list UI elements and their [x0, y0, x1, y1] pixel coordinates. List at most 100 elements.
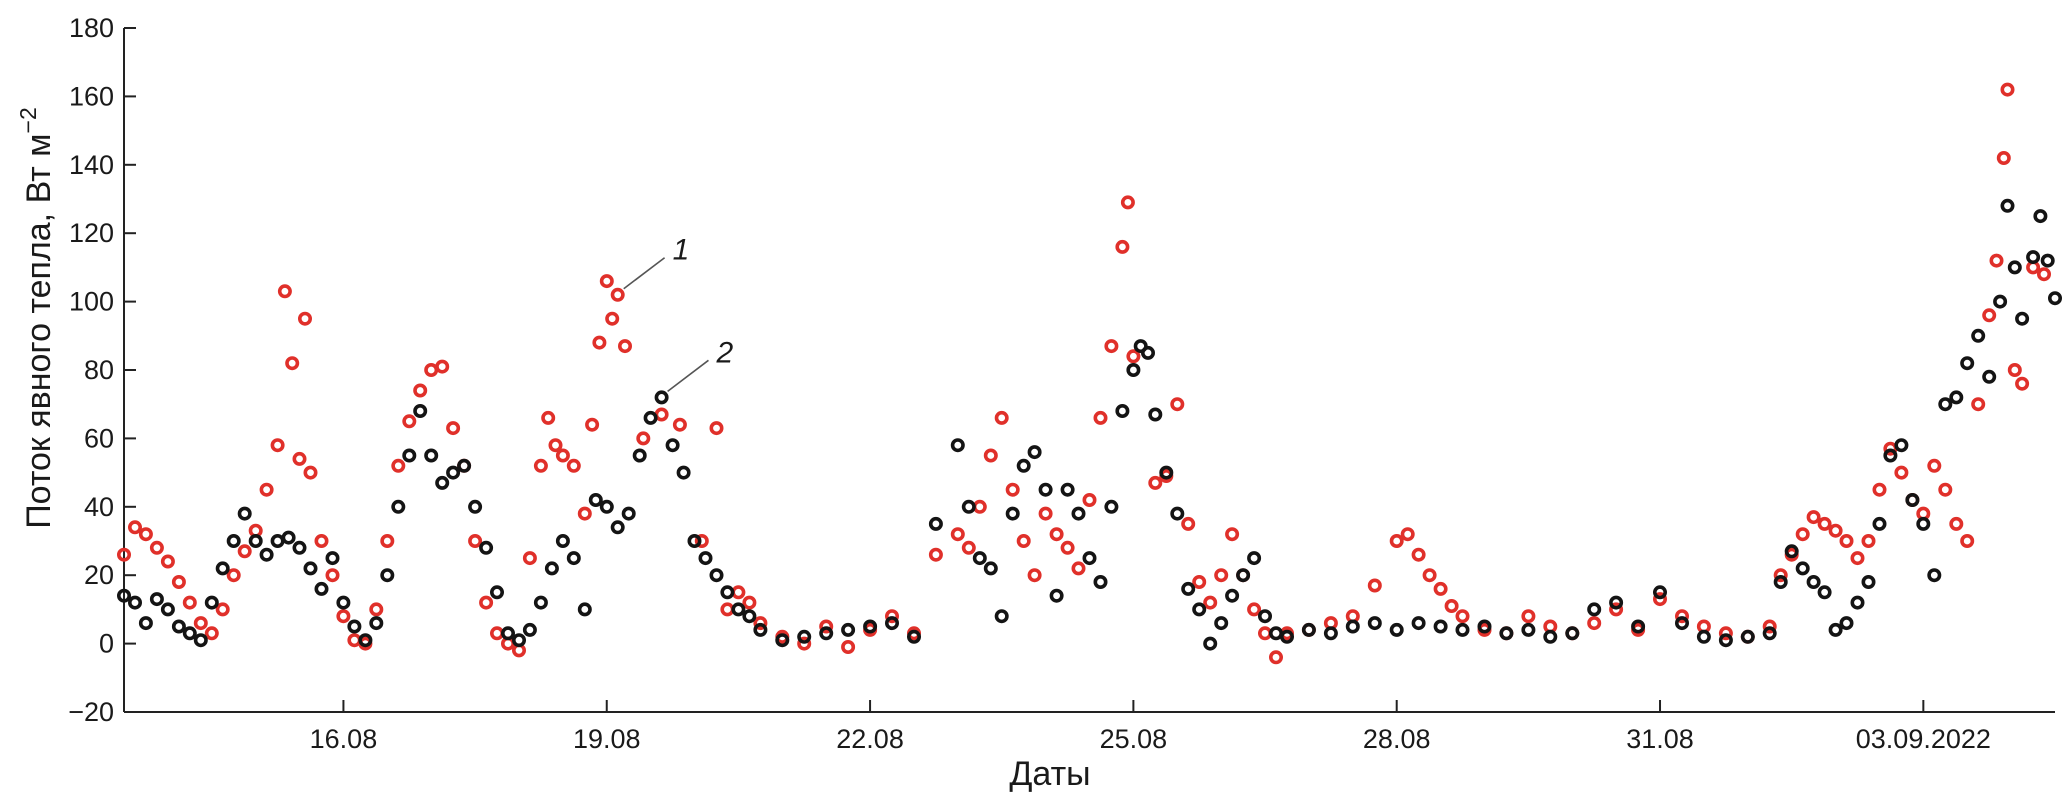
data-point — [1894, 465, 1909, 480]
y-tick-label: 60 — [84, 423, 114, 453]
data-point — [555, 448, 570, 463]
series-annotations: 12 — [623, 234, 733, 392]
data-point — [950, 438, 965, 453]
data-point — [149, 592, 164, 607]
data-point — [1762, 619, 1777, 634]
axes — [123, 28, 2055, 713]
data-point — [566, 551, 581, 566]
data-point — [1806, 574, 1821, 589]
data-point — [1718, 626, 1733, 641]
data-point — [698, 551, 713, 566]
data-point — [2033, 209, 2048, 224]
data-point — [928, 547, 943, 562]
data-point — [2007, 260, 2022, 275]
data-point — [248, 533, 263, 548]
data-point — [226, 568, 241, 583]
data-point — [1181, 516, 1196, 531]
data-point — [819, 626, 834, 641]
data-point — [1170, 397, 1185, 412]
data-point — [972, 551, 987, 566]
data-point — [1093, 410, 1108, 425]
data-point — [533, 458, 548, 473]
data-point — [617, 339, 632, 354]
data-point — [1499, 626, 1514, 641]
data-point — [1027, 445, 1042, 460]
data-point — [358, 633, 373, 648]
data-point — [479, 595, 494, 610]
data-point — [533, 595, 548, 610]
data-point — [182, 626, 197, 641]
data-point — [1938, 482, 1953, 497]
data-point — [1521, 609, 1536, 624]
data-point — [1367, 578, 1382, 593]
data-point — [1247, 602, 1262, 617]
data-point — [204, 595, 219, 610]
data-point — [1806, 510, 1821, 525]
data-point — [171, 619, 186, 634]
data-point — [665, 438, 680, 453]
data-point — [259, 482, 274, 497]
series-2 — [117, 198, 2063, 651]
data-point — [117, 547, 132, 562]
data-point — [1872, 516, 1887, 531]
data-point — [128, 520, 143, 535]
data-point — [1016, 458, 1031, 473]
x-axis-ticks: 16.08 19.08 22.08 25.08 28.08 31.08 03.09.2022 — [310, 700, 1991, 754]
data-point — [1389, 533, 1404, 548]
y-tick-label: 120 — [69, 218, 114, 248]
data-point — [325, 551, 340, 566]
data-point — [1444, 598, 1459, 613]
annotation-label: 1 — [673, 234, 690, 267]
data-point — [1181, 581, 1196, 596]
data-point — [863, 619, 878, 634]
y-tick-label: 40 — [84, 492, 114, 522]
data-point — [193, 616, 208, 631]
data-point — [1960, 533, 1975, 548]
data-point — [1587, 616, 1602, 631]
data-point — [1675, 616, 1690, 631]
data-point — [928, 516, 943, 531]
data-point — [193, 633, 208, 648]
data-point — [1653, 585, 1668, 600]
data-point — [950, 527, 965, 542]
data-point — [292, 451, 307, 466]
data-point — [1071, 561, 1086, 576]
data-point — [1773, 574, 1788, 589]
data-point — [1115, 403, 1130, 418]
data-point — [1141, 345, 1156, 360]
data-point — [577, 506, 592, 521]
data-point — [489, 585, 504, 600]
data-point — [1027, 568, 1042, 583]
data-point — [1170, 506, 1185, 521]
data-point — [259, 547, 274, 562]
data-point — [336, 595, 351, 610]
data-point — [424, 362, 439, 377]
data-point — [621, 506, 636, 521]
data-point — [277, 284, 292, 299]
data-point — [1133, 339, 1148, 354]
data-point — [1148, 475, 1163, 490]
y-tick-label: 0 — [99, 629, 114, 659]
data-point — [599, 499, 614, 514]
data-point — [336, 609, 351, 624]
data-point — [1225, 588, 1240, 603]
data-point — [1861, 533, 1876, 548]
data-point — [1016, 533, 1031, 548]
data-point — [1411, 547, 1426, 562]
data-point — [347, 619, 362, 634]
data-point — [775, 633, 790, 648]
data-point — [1828, 622, 1843, 637]
data-point — [380, 533, 395, 548]
data-point — [1148, 407, 1163, 422]
data-point — [1192, 602, 1207, 617]
data-point — [687, 533, 702, 548]
data-point — [292, 540, 307, 555]
data-point — [1367, 616, 1382, 631]
x-tick-label: 16.08 — [310, 724, 378, 754]
x-axis-title: Даты — [1009, 755, 1090, 793]
data-point — [149, 540, 164, 555]
data-point — [961, 540, 976, 555]
data-point — [435, 475, 450, 490]
data-point — [522, 622, 537, 637]
data-point — [226, 533, 241, 548]
